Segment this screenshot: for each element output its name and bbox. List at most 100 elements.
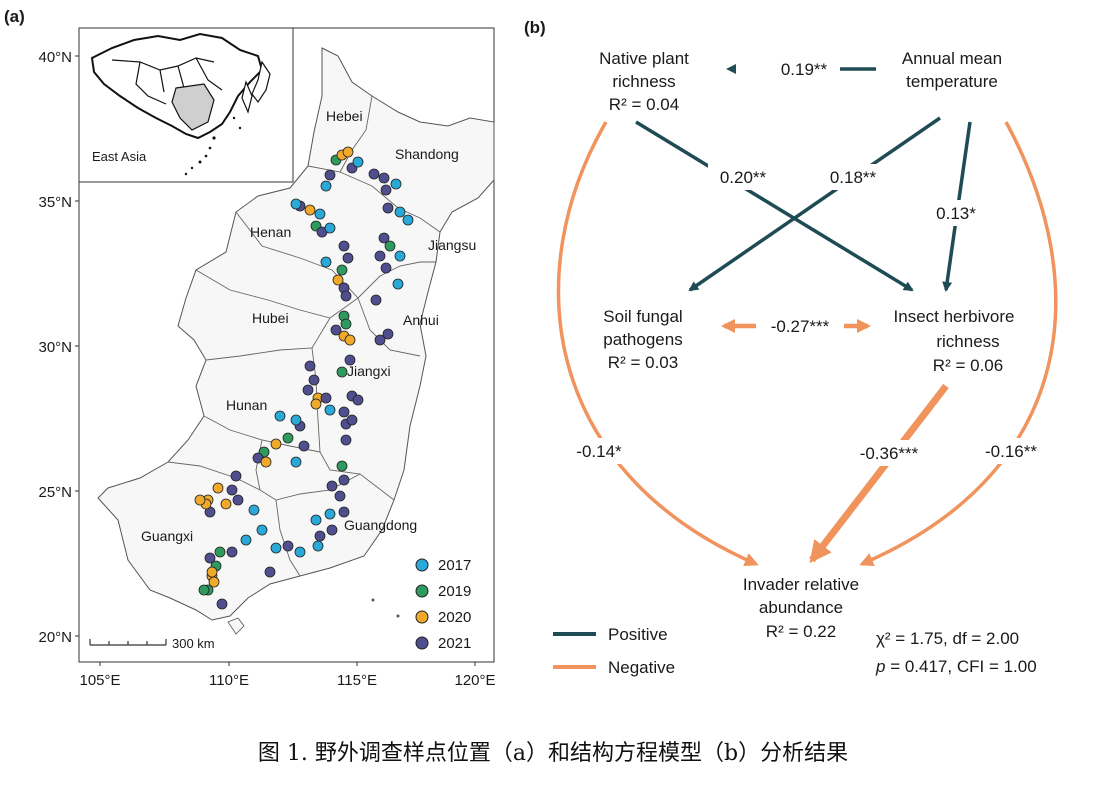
province-hebei: Hebei <box>326 108 363 124</box>
path-native-insect <box>635 120 914 292</box>
node-native-line1: Native plant <box>599 49 689 68</box>
sample-site-point <box>310 514 322 526</box>
sample-site-point <box>338 506 350 518</box>
node-invader-r2: R² = 0.22 <box>766 622 836 641</box>
label-bg <box>708 164 778 190</box>
sample-site-point <box>282 540 294 552</box>
sample-site-point <box>382 328 394 340</box>
sample-site-point <box>390 178 402 190</box>
node-invader-line2: abundance <box>759 598 843 617</box>
label-bg <box>756 313 844 339</box>
sample-site-point <box>324 169 336 181</box>
fit-p-value: = 0.417, CFI = 1.00 <box>885 657 1036 676</box>
sample-site-point <box>338 474 350 486</box>
node-soil-fungal-pathogens: Soil fungal pathogens R² = 0.03 <box>603 307 682 372</box>
sample-site-point <box>380 262 392 274</box>
effect-legend: Positive Negative <box>553 625 675 677</box>
sample-site-point <box>392 278 404 290</box>
sample-site-point <box>302 384 314 396</box>
sample-site-point <box>270 438 282 450</box>
sample-site-point <box>270 542 282 554</box>
sample-site-point <box>240 534 252 546</box>
panel-a-label: (a) <box>4 7 25 26</box>
panel-b: (b) 0.19** 0.20** 0.18** 0.13* <box>524 18 1058 677</box>
coef-native-invader: -0.14* <box>576 442 622 461</box>
legend-positive-label: Positive <box>608 625 668 644</box>
node-insect-herbivore-richness: Insect herbivore richness R² = 0.06 <box>894 307 1015 375</box>
province-guangxi: Guangxi <box>141 528 193 544</box>
sample-site-point <box>232 494 244 506</box>
legend-swatch-2019 <box>415 584 429 598</box>
legend-swatch-2017 <box>415 558 429 572</box>
sample-site-point <box>374 334 386 346</box>
sample-points <box>194 146 414 610</box>
sample-site-point <box>324 508 336 520</box>
sample-site-point <box>340 318 352 330</box>
sample-site-point <box>378 172 390 184</box>
sample-site-point <box>342 252 354 264</box>
sample-site-point <box>370 294 382 306</box>
island-dot <box>396 614 400 618</box>
sample-site-point <box>214 546 226 558</box>
node-insect-r2: R² = 0.06 <box>933 356 1003 375</box>
label-bg <box>818 164 888 190</box>
sample-site-point <box>204 552 216 564</box>
province-anhui: Anhui <box>403 312 439 328</box>
lon-tick-105: 105°E <box>79 672 120 689</box>
sample-site-point <box>380 184 392 196</box>
node-temp-line2: temperature <box>906 72 998 91</box>
lat-tick-25: 25°N <box>38 484 72 501</box>
province-shandong: Shandong <box>395 146 459 162</box>
label-bg <box>846 440 932 466</box>
sample-site-point <box>206 566 218 578</box>
node-invader-line1: Invader relative <box>743 575 859 594</box>
sample-site-point <box>368 168 380 180</box>
lat-axis: 40°N 35°N 30°N 25°N 20°N <box>38 49 79 646</box>
legend-label-2021: 2021 <box>438 635 471 652</box>
sample-site-point <box>304 360 316 372</box>
node-native-line2: richness <box>612 72 675 91</box>
sample-site-point <box>320 256 332 268</box>
legend-negative-label: Negative <box>608 658 675 677</box>
sample-site-point <box>394 250 406 262</box>
path-temp-invader <box>859 121 1058 567</box>
fit-chi-square: χ² = 1.75, df = 2.00 <box>876 629 1019 648</box>
inset-study-area <box>171 83 215 131</box>
positive-paths <box>635 64 972 292</box>
sample-site-point <box>226 546 238 558</box>
legend-swatch-2021 <box>415 636 429 650</box>
coef-temp-native: 0.19** <box>781 60 828 79</box>
path-coefficients: 0.19** 0.20** 0.18** 0.13* -0.27*** -0.1… <box>576 60 1037 463</box>
sample-site-point <box>294 546 306 558</box>
year-legend: 2017 2019 2020 2021 <box>415 557 471 652</box>
sample-site-point <box>304 204 316 216</box>
sample-site-point <box>312 540 324 552</box>
inset-china-outline <box>90 32 264 140</box>
sample-site-point <box>338 406 350 418</box>
node-native-plant-richness: Native plant richness R² = 0.04 <box>599 49 689 114</box>
lon-tick-115: 115°E <box>337 672 377 689</box>
sample-site-point <box>260 456 272 468</box>
sample-site-point <box>338 240 350 252</box>
sample-site-point <box>336 366 348 378</box>
lon-tick-110: 110°E <box>209 672 249 689</box>
sample-site-point <box>290 414 302 426</box>
node-insect-line2: richness <box>936 332 999 351</box>
fit-p-symbol: p <box>875 657 885 676</box>
node-native-r2: R² = 0.04 <box>609 95 679 114</box>
sample-site-point <box>352 156 364 168</box>
node-annual-mean-temperature: Annual mean temperature <box>902 49 1002 91</box>
sample-site-point <box>332 274 344 286</box>
coef-soil-insect: -0.27*** <box>771 317 830 336</box>
sample-site-point <box>324 404 336 416</box>
node-insect-line1: Insect herbivore <box>894 307 1015 326</box>
sample-site-point <box>230 470 242 482</box>
node-soil-line1: Soil fungal <box>603 307 682 326</box>
sample-site-point <box>394 206 406 218</box>
inset-korea <box>241 80 253 114</box>
sample-site-point <box>336 460 348 472</box>
path-native-invader <box>556 121 759 567</box>
panel-a: (a) Hebei Shandong Henan <box>4 7 496 689</box>
sample-site-point <box>344 354 356 366</box>
sample-site-point <box>344 334 356 346</box>
